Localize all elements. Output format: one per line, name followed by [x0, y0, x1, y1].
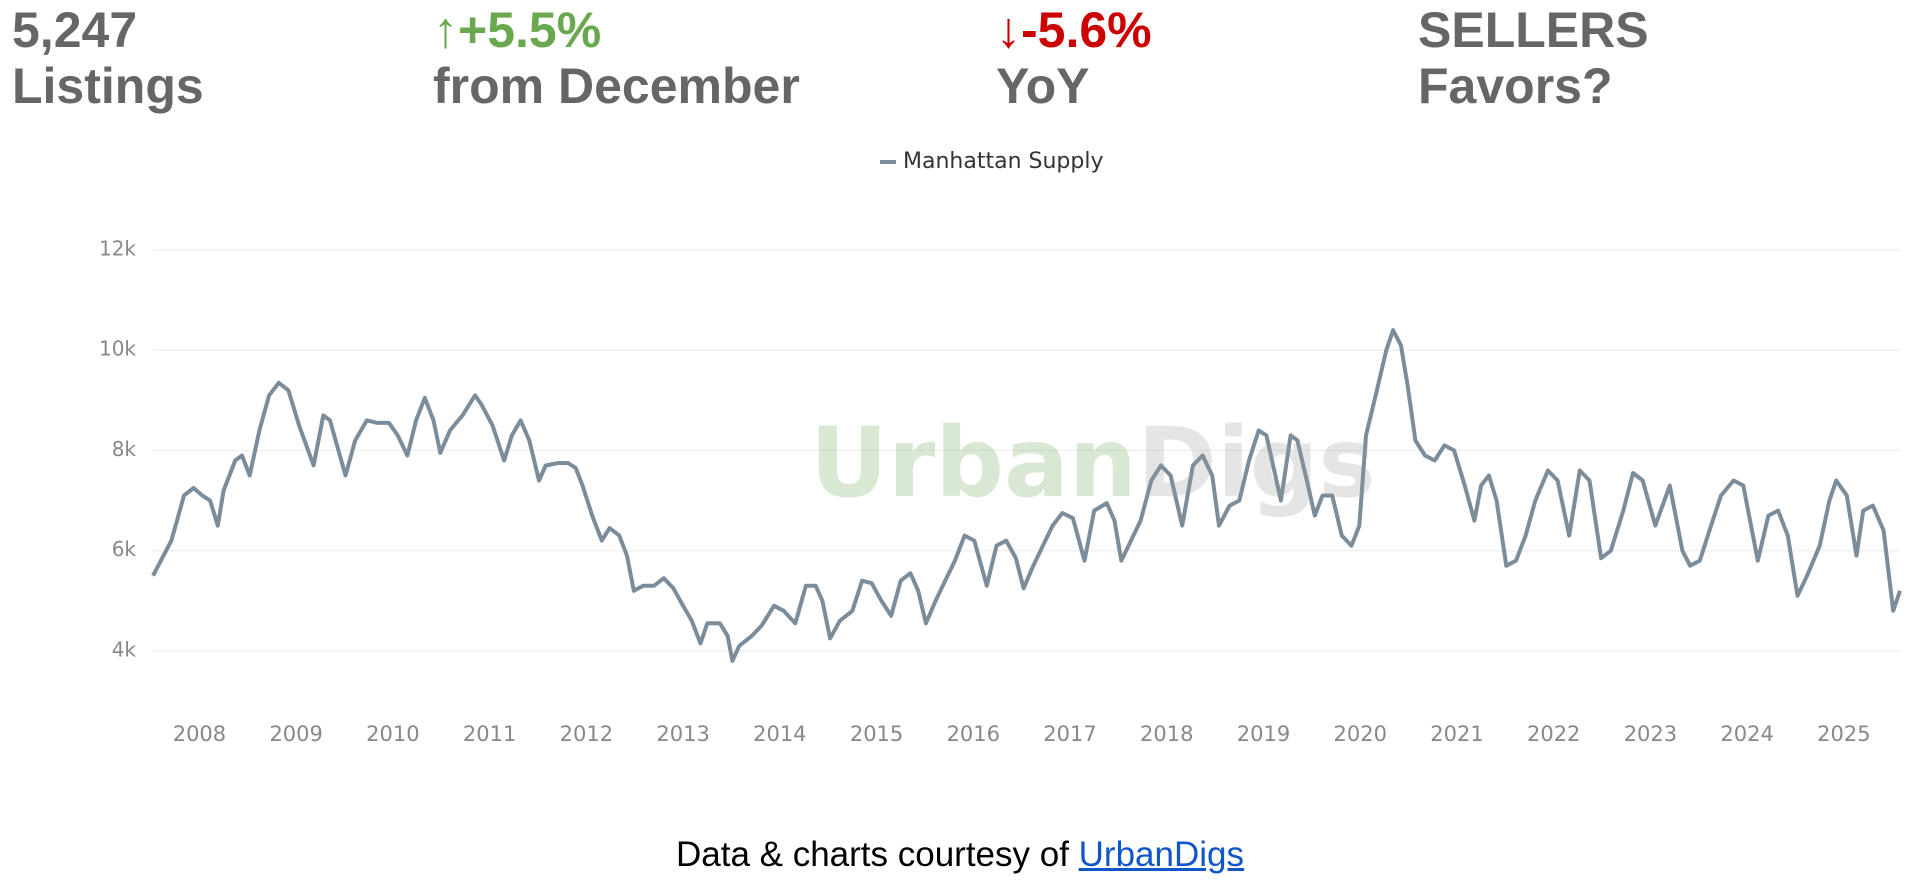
stat: 5,247 Listings	[12, 2, 204, 114]
x-tick-label: 2011	[463, 722, 516, 746]
x-tick-label: 2013	[656, 722, 709, 746]
x-tick-label: 2017	[1043, 722, 1096, 746]
chart: 4k 6k 8k 10k 12k 2008 2009 2010 2011 2012 2013 2014…	[99, 149, 1902, 746]
footer-text: Data & charts courtesy of	[675, 835, 1079, 874]
x-tick-label: 2010	[366, 722, 419, 746]
y-tick-label: 8k	[112, 437, 137, 461]
stat-value: SELLERS	[1418, 2, 1649, 58]
line	[151, 328, 1902, 663]
x-tick-label: 2018	[1140, 722, 1193, 746]
x-tick-label: 2019	[1237, 722, 1290, 746]
y-tick-label: 6k	[112, 537, 137, 561]
x-tick-label: 2022	[1527, 722, 1580, 746]
stat-label: YoY	[996, 58, 1090, 114]
stat-value: 5,247	[12, 2, 138, 58]
x-tick-label: 2025	[1817, 722, 1870, 746]
y-tick-label: 12k	[99, 237, 136, 261]
footer: Data & charts courtesy of UrbanDigs	[0, 835, 1920, 875]
legend-label: Manhattan Supply	[903, 149, 1103, 174]
stat: SELLERS Favors?	[1418, 2, 1649, 114]
x-tick-label: 2009	[269, 722, 322, 746]
x-tick-label: 2021	[1430, 722, 1483, 746]
stat: ↑+5.5% from December	[433, 2, 800, 114]
x-tick-label: 2015	[850, 722, 903, 746]
x-tick-label: 2014	[753, 722, 806, 746]
stat-value: ↓-5.6%	[996, 2, 1152, 58]
x-tick-label: 2023	[1624, 722, 1677, 746]
x-tick-label: 2016	[947, 722, 1000, 746]
watermark-part: Urban	[810, 407, 1137, 519]
stat-value: ↑+5.5%	[433, 2, 602, 58]
stat-label: Favors?	[1418, 58, 1613, 114]
footer-link[interactable]: UrbanDigs	[1078, 835, 1245, 874]
stat-label: from December	[433, 58, 800, 114]
watermark-part: Digs	[1137, 407, 1375, 519]
y-tick-label: 10k	[99, 337, 136, 361]
x-tick-label: 2024	[1720, 722, 1773, 746]
watermark: UrbanDigs	[810, 407, 1376, 519]
x-tick-label: 2012	[560, 722, 613, 746]
x-tick-label: 2020	[1334, 722, 1387, 746]
x-tick-label: 2008	[173, 722, 226, 746]
y-tick-label: 4k	[112, 637, 137, 661]
stat-label: Listings	[12, 58, 204, 114]
stat: ↓-5.6% YoY	[996, 2, 1152, 114]
